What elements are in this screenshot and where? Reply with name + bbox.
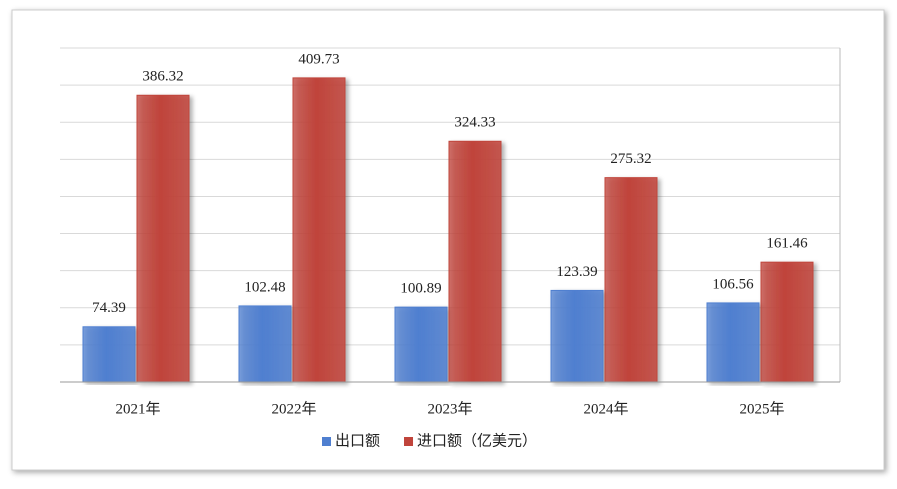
bar xyxy=(550,289,604,383)
bar xyxy=(706,302,760,383)
x-tick-label: 2022年 xyxy=(271,400,316,417)
data-label: 409.73 xyxy=(298,51,339,67)
bar xyxy=(448,140,502,383)
data-label: 275.32 xyxy=(610,151,651,167)
x-tick-label: 2024年 xyxy=(583,400,628,417)
data-label: 161.46 xyxy=(766,236,808,252)
bar xyxy=(394,306,448,383)
x-tick-label: 2023年 xyxy=(427,400,472,417)
legend-label: 进口额（亿美元） xyxy=(417,432,537,449)
x-tick-label: 2021年 xyxy=(115,400,160,417)
bar xyxy=(292,77,346,383)
x-tick-label: 2025年 xyxy=(739,400,784,417)
data-label: 106.56 xyxy=(712,276,754,292)
data-label: 100.89 xyxy=(400,281,441,297)
data-label: 102.48 xyxy=(244,279,285,295)
bar xyxy=(136,94,190,383)
legend-label: 出口额 xyxy=(335,432,380,449)
bar xyxy=(238,305,292,383)
bar xyxy=(82,326,136,383)
bar xyxy=(604,177,658,383)
data-label: 386.32 xyxy=(142,69,183,85)
bar xyxy=(760,261,814,383)
data-label: 123.39 xyxy=(556,264,597,280)
legend-swatch xyxy=(404,437,414,446)
legend-swatch xyxy=(322,437,331,446)
data-label: 74.39 xyxy=(92,300,126,316)
data-label: 324.33 xyxy=(454,115,495,131)
